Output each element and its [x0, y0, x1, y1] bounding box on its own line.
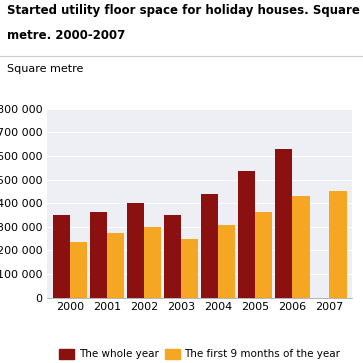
Bar [330, 192, 347, 298]
Bar [90, 212, 107, 298]
Text: Square metre: Square metre [7, 64, 83, 74]
Bar [53, 215, 70, 298]
Bar [255, 212, 273, 298]
Bar [201, 193, 218, 298]
Text: Started utility floor space for holiday houses. Square: Started utility floor space for holiday … [7, 4, 360, 17]
Bar [292, 196, 310, 298]
Bar [275, 149, 292, 298]
Bar [107, 233, 124, 298]
Bar [144, 227, 161, 298]
Text: metre. 2000-2007: metre. 2000-2007 [7, 29, 126, 42]
Bar [218, 224, 235, 298]
Legend: The whole year, The first 9 months of the year: The whole year, The first 9 months of th… [54, 344, 345, 363]
Bar [238, 171, 255, 298]
Bar [70, 241, 87, 298]
Bar [181, 239, 198, 298]
Bar [164, 215, 181, 298]
Bar [127, 203, 144, 298]
